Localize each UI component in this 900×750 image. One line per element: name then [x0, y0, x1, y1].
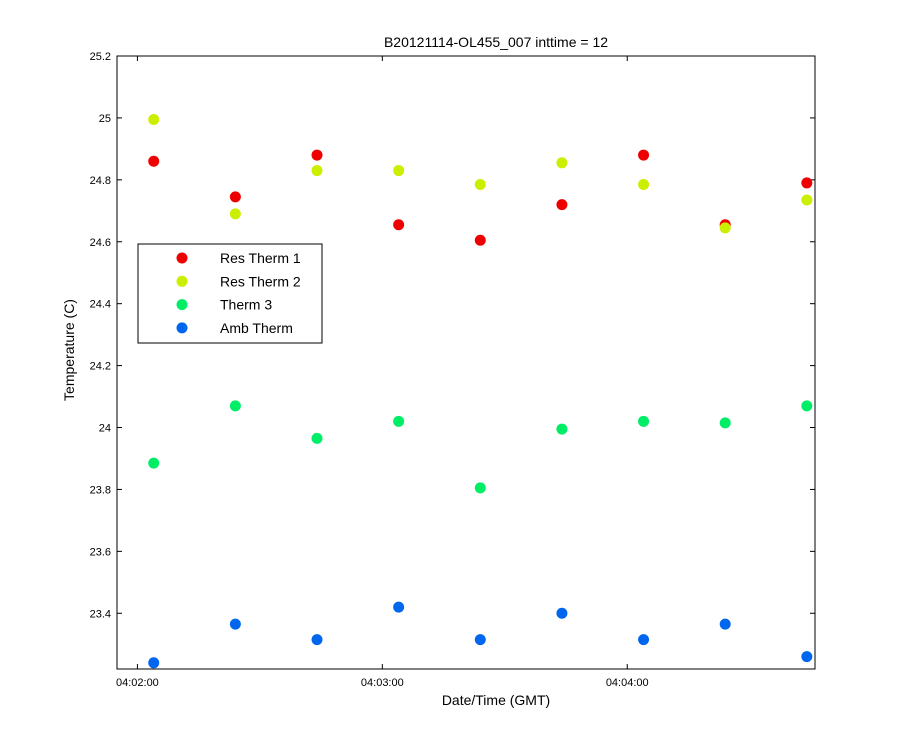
data-point: [148, 155, 160, 167]
y-tick-label: 24.4: [90, 299, 111, 311]
data-point: [311, 149, 323, 161]
y-tick-label: 23.6: [90, 546, 111, 558]
y-axis: 23.4 23.6 23.8 24 24.2 24.4 24.6 24.8 25 25.2: [90, 51, 815, 620]
data-point: [393, 165, 405, 177]
data-point: [719, 222, 731, 234]
x-axis: 04:02:00 04:03:00 04:04:00: [116, 56, 649, 689]
data-point: [474, 482, 486, 494]
data-point: [148, 113, 160, 125]
data-point: [556, 607, 568, 619]
x-tick-label: 04:04:00: [606, 677, 649, 689]
legend-label: Therm 3: [220, 297, 272, 313]
series-therm-3: [148, 400, 813, 494]
data-point: [474, 234, 486, 246]
x-tick-label: 04:03:00: [361, 677, 404, 689]
legend-marker: [176, 275, 188, 287]
data-point: [229, 618, 241, 630]
data-point: [556, 423, 568, 435]
y-tick-label: 23.8: [90, 484, 111, 496]
y-tick-label: 24.8: [90, 175, 111, 187]
data-point: [801, 194, 813, 206]
chart-title: B20121114-OL455_007 inttime = 12: [384, 34, 608, 50]
data-point: [638, 149, 650, 161]
legend-marker: [176, 252, 188, 264]
y-tick-label: 24: [99, 423, 111, 435]
data-point: [719, 618, 731, 630]
plot-area: [116, 55, 816, 670]
legend-box: [137, 243, 323, 344]
data-points: [148, 113, 813, 669]
data-point: [474, 634, 486, 646]
data-point: [638, 415, 650, 427]
data-point: [556, 157, 568, 169]
data-point: [719, 417, 731, 429]
data-point: [801, 651, 813, 663]
data-point: [393, 415, 405, 427]
legend-label: Amb Therm: [220, 320, 293, 336]
data-point: [801, 400, 813, 412]
legend: Res Therm 1 Res Therm 2 Therm 3 Amb Therm: [137, 243, 323, 344]
legend-marker: [176, 322, 188, 334]
y-axis-label: Temperature (C): [61, 299, 77, 401]
legend-marker: [176, 299, 188, 311]
data-point: [148, 457, 160, 469]
data-point: [311, 165, 323, 177]
legend-label: Res Therm 2: [220, 273, 301, 289]
data-point: [393, 601, 405, 613]
data-point: [148, 657, 160, 669]
y-tick-label: 24.6: [90, 237, 111, 249]
legend-label: Res Therm 1: [220, 250, 301, 266]
x-tick-label: 04:02:00: [116, 677, 159, 689]
data-point: [229, 191, 241, 203]
y-tick-label: 23.4: [90, 608, 111, 620]
data-point: [311, 634, 323, 646]
data-point: [638, 178, 650, 190]
series-amb-therm: [148, 601, 813, 669]
data-point: [229, 208, 241, 220]
data-point: [474, 178, 486, 190]
y-tick-label: 25: [99, 113, 111, 125]
data-point: [311, 432, 323, 444]
data-point: [393, 219, 405, 231]
data-point: [638, 634, 650, 646]
y-tick-label: 25.2: [90, 51, 111, 63]
data-point: [229, 400, 241, 412]
y-tick-label: 24.2: [90, 361, 111, 373]
x-axis-label: Date/Time (GMT): [442, 692, 550, 708]
series-res-therm-2: [148, 113, 813, 234]
data-point: [801, 177, 813, 189]
data-point: [556, 199, 568, 211]
